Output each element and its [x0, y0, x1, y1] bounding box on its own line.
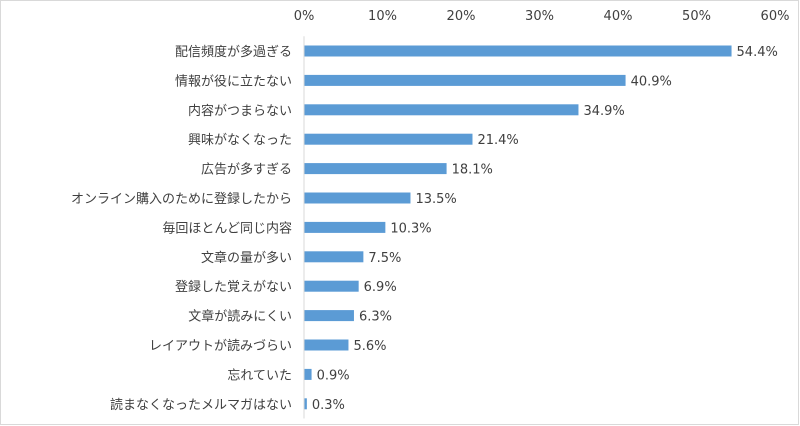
data-label: 7.5%: [368, 251, 401, 266]
data-label: 10.3%: [390, 221, 431, 236]
x-tick-label: 50%: [682, 9, 711, 24]
category-label: 情報が役に立たない: [175, 74, 292, 89]
bar: [304, 104, 579, 116]
x-axis-ticks: 0% 10% 20% 30% 40% 50% 60%: [294, 9, 790, 24]
bar: [304, 339, 349, 351]
category-label: 内容がつまらない: [188, 103, 292, 119]
bar: [304, 310, 354, 322]
bar: [304, 398, 307, 410]
x-tick-label: 20%: [447, 9, 476, 24]
bars: [304, 45, 732, 410]
data-label: 0.3%: [312, 398, 345, 413]
bar: [304, 45, 732, 57]
bar: [304, 74, 626, 86]
category-label: 毎回ほとんど同じ内容: [162, 220, 292, 236]
bar: [304, 163, 447, 175]
data-label: 18.1%: [452, 163, 493, 178]
category-label: 文章の量が多い: [201, 250, 292, 266]
category-labels: 配信頻度が多過ぎる情報が役に立たない内容がつまらない興味がなくなった広告が多すぎ…: [71, 44, 292, 413]
category-label: 配信頻度が多過ぎる: [175, 44, 292, 60]
bar: [304, 133, 473, 145]
data-label: 6.3%: [359, 310, 392, 325]
data-label: 13.5%: [415, 192, 456, 207]
category-label: 広告が多すぎる: [201, 162, 292, 178]
data-label: 0.9%: [317, 368, 350, 383]
x-tick-label: 10%: [368, 9, 397, 24]
x-tick-label: 30%: [525, 9, 554, 24]
x-tick-label: 0%: [294, 9, 315, 24]
data-label: 5.6%: [353, 339, 386, 354]
category-label: レイアウトが読みづらい: [149, 338, 292, 354]
data-label: 21.4%: [477, 133, 518, 148]
data-label: 54.4%: [737, 45, 778, 60]
category-label: 読まなくなったメルマガはない: [110, 397, 292, 413]
category-label: 忘れていた: [227, 368, 292, 383]
data-label: 40.9%: [631, 74, 672, 89]
data-label: 6.9%: [364, 280, 397, 295]
category-label: 文章が読みにくい: [188, 309, 292, 325]
category-label: 登録した覚えがない: [175, 280, 292, 295]
x-tick-label: 40%: [604, 9, 633, 24]
category-label: オンライン購入のために登録したから: [71, 192, 292, 207]
bar: [304, 368, 312, 380]
bar: [304, 251, 364, 263]
bar: [304, 221, 386, 233]
data-labels: 54.4% 40.9% 34.9% 21.4% 18.1% 13.5% 10.3% 7.5% 6…: [312, 45, 778, 413]
bar: [304, 280, 359, 292]
category-label: 興味がなくなった: [188, 133, 292, 148]
bar: [304, 192, 411, 204]
x-tick-label: 60%: [761, 9, 790, 24]
data-label: 34.9%: [583, 104, 624, 119]
